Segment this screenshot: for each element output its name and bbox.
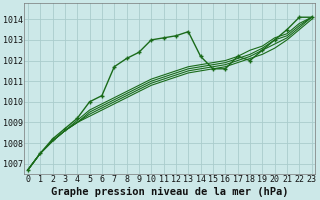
X-axis label: Graphe pression niveau de la mer (hPa): Graphe pression niveau de la mer (hPa) (51, 187, 289, 197)
